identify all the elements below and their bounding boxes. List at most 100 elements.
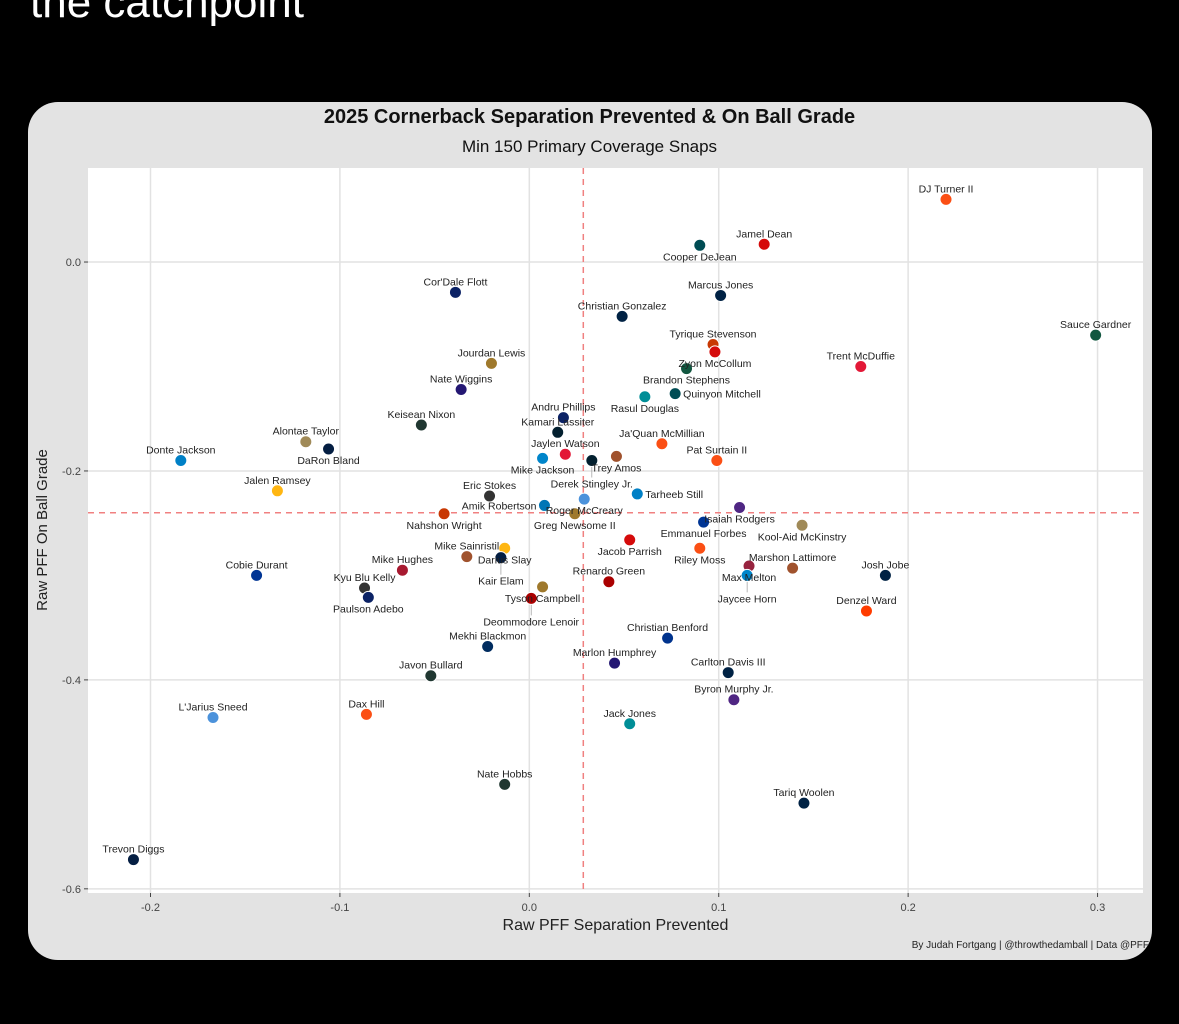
texans-logo-icon — [585, 454, 599, 468]
giants-logo-icon — [448, 285, 462, 299]
lions-logo-icon — [537, 498, 551, 512]
point-marks — [126, 192, 1103, 867]
brand-text: the catchpoint — [30, 0, 304, 27]
ravens-logo-icon — [454, 382, 468, 396]
49ers-logo-icon — [524, 591, 538, 605]
rams-logo-icon — [250, 568, 264, 582]
colts-logo-icon — [481, 639, 495, 653]
point-label: Alontae Taylor — [273, 426, 340, 438]
point-label: Cobie Durant — [226, 559, 288, 571]
giants-logo-icon — [361, 590, 375, 604]
point-label: DJ Turner II — [919, 183, 974, 195]
patriots-logo-icon — [721, 666, 735, 680]
point-label: Renardo Green — [573, 566, 646, 578]
point-label: Kyu Blu Kelly — [334, 572, 397, 584]
point-label: Tarheeb Still — [645, 489, 703, 501]
chargers-logo-icon — [630, 487, 644, 501]
ravens-logo-icon — [608, 656, 622, 670]
point-label: Mekhi Blackmon — [449, 630, 526, 642]
y-axis-label: Raw PFF On Ball Grade — [34, 449, 51, 611]
x-tick-label: 0.3 — [1090, 902, 1105, 914]
chiefs-logo-icon — [854, 359, 868, 373]
point-label: Mike Sainristil — [434, 541, 499, 553]
steelers-logo-icon — [270, 484, 284, 498]
jaguars-logo-icon — [484, 356, 498, 370]
x-tick-label: 0.2 — [900, 902, 915, 914]
point-label: Tyrique Stevenson — [670, 329, 757, 341]
point-label: Tariq Woolen — [773, 787, 834, 799]
point-label: Tyson Campbell — [505, 593, 580, 605]
plot-panel — [88, 168, 1143, 893]
point-label: Pat Surtain II — [686, 445, 747, 457]
point-label: Kair Elam — [478, 576, 524, 588]
point-label: Roger McCreary — [546, 505, 624, 517]
jets-logo-icon — [1089, 328, 1103, 342]
titans-logo-icon — [577, 492, 591, 506]
point-label: DaRon Bland — [297, 455, 360, 467]
point-label: Cooper DeJean — [663, 251, 737, 263]
point-label: Marlon Humphrey — [573, 647, 657, 659]
chiefs-logo-icon — [558, 447, 572, 461]
bengals-logo-icon — [939, 192, 953, 206]
point-label: Jacob Parrish — [598, 546, 662, 558]
jaguars-logo-icon — [568, 507, 582, 521]
raiders-logo-icon — [483, 489, 497, 503]
point-label: Trent McDuffie — [827, 350, 895, 362]
point-label: Byron Murphy Jr. — [694, 684, 773, 696]
point-label: Jack Jones — [603, 708, 656, 720]
vikings-logo-icon — [727, 693, 741, 707]
point-label: Kamari Lassiter — [521, 416, 594, 428]
point-label: Josh Jobe — [861, 559, 909, 571]
giants-logo-icon — [556, 411, 570, 425]
x-tick-label: -0.1 — [330, 902, 349, 914]
falcons-logo-icon — [395, 563, 409, 577]
point-label: Isaiah Rodgers — [704, 514, 775, 526]
jaguars-logo-icon — [536, 580, 550, 594]
browns-logo-icon — [859, 604, 873, 618]
point-label: Zyon McCollum — [678, 358, 751, 370]
broncos-logo-icon — [710, 454, 724, 468]
point-label: Mike Jackson — [511, 464, 575, 476]
seahawks-logo-icon — [878, 568, 892, 582]
y-tick-label: 0.0 — [66, 257, 81, 269]
seahawks-logo-icon — [797, 796, 811, 810]
point-label: Mike Hughes — [372, 554, 433, 566]
point-label: Quinyon Mitchell — [683, 389, 761, 401]
bills-logo-icon — [661, 631, 675, 645]
point-label: Javon Bullard — [399, 660, 463, 672]
x-axis-label: Raw PFF Separation Prevented — [503, 917, 729, 934]
point-label: Nahshon Wright — [407, 520, 482, 532]
eagles-logo-icon — [668, 387, 682, 401]
broncos-logo-icon — [655, 437, 669, 451]
buccaneers-logo-icon — [623, 533, 637, 547]
point-label: Max Melton — [722, 572, 776, 584]
point-label: Christian Benford — [627, 622, 708, 634]
point-label: Deommodore Lenoir — [483, 616, 579, 628]
bears-logo-icon — [437, 507, 451, 521]
point-label: Sauce Gardner — [1060, 319, 1132, 331]
point-label: Andru Phillips — [531, 402, 595, 414]
chargers-logo-icon — [174, 454, 188, 468]
point-label: Emmanuel Forbes — [661, 528, 747, 540]
patriots-logo-icon — [615, 309, 629, 323]
y-tick-label: -0.6 — [62, 884, 81, 896]
buccaneers-logo-icon — [757, 237, 771, 251]
bengals-logo-icon — [359, 707, 373, 721]
titans-logo-icon — [206, 710, 220, 724]
point-label: Kool-Aid McKinstry — [758, 531, 847, 543]
point-label: Trey Amos — [592, 462, 642, 474]
saints-logo-icon — [795, 518, 809, 532]
point-label: Nate Wiggins — [430, 373, 492, 385]
x-tick-label: -0.2 — [141, 902, 160, 914]
point-label: Paulson Adebo — [333, 603, 404, 615]
point-label: Amik Robertson — [462, 500, 537, 512]
point-label: Nate Hobbs — [477, 768, 532, 780]
panthers-logo-icon — [740, 568, 754, 582]
commanders-logo-icon — [786, 561, 800, 575]
point-label: Trevon Diggs — [102, 844, 164, 856]
point-label: Keisean Nixon — [387, 409, 455, 421]
commanders-logo-icon — [609, 449, 623, 463]
eagles-logo-icon — [693, 238, 707, 252]
chart-title: 2025 Cornerback Separation Prevented & O… — [323, 106, 856, 128]
vikings-logo-icon — [733, 501, 747, 515]
